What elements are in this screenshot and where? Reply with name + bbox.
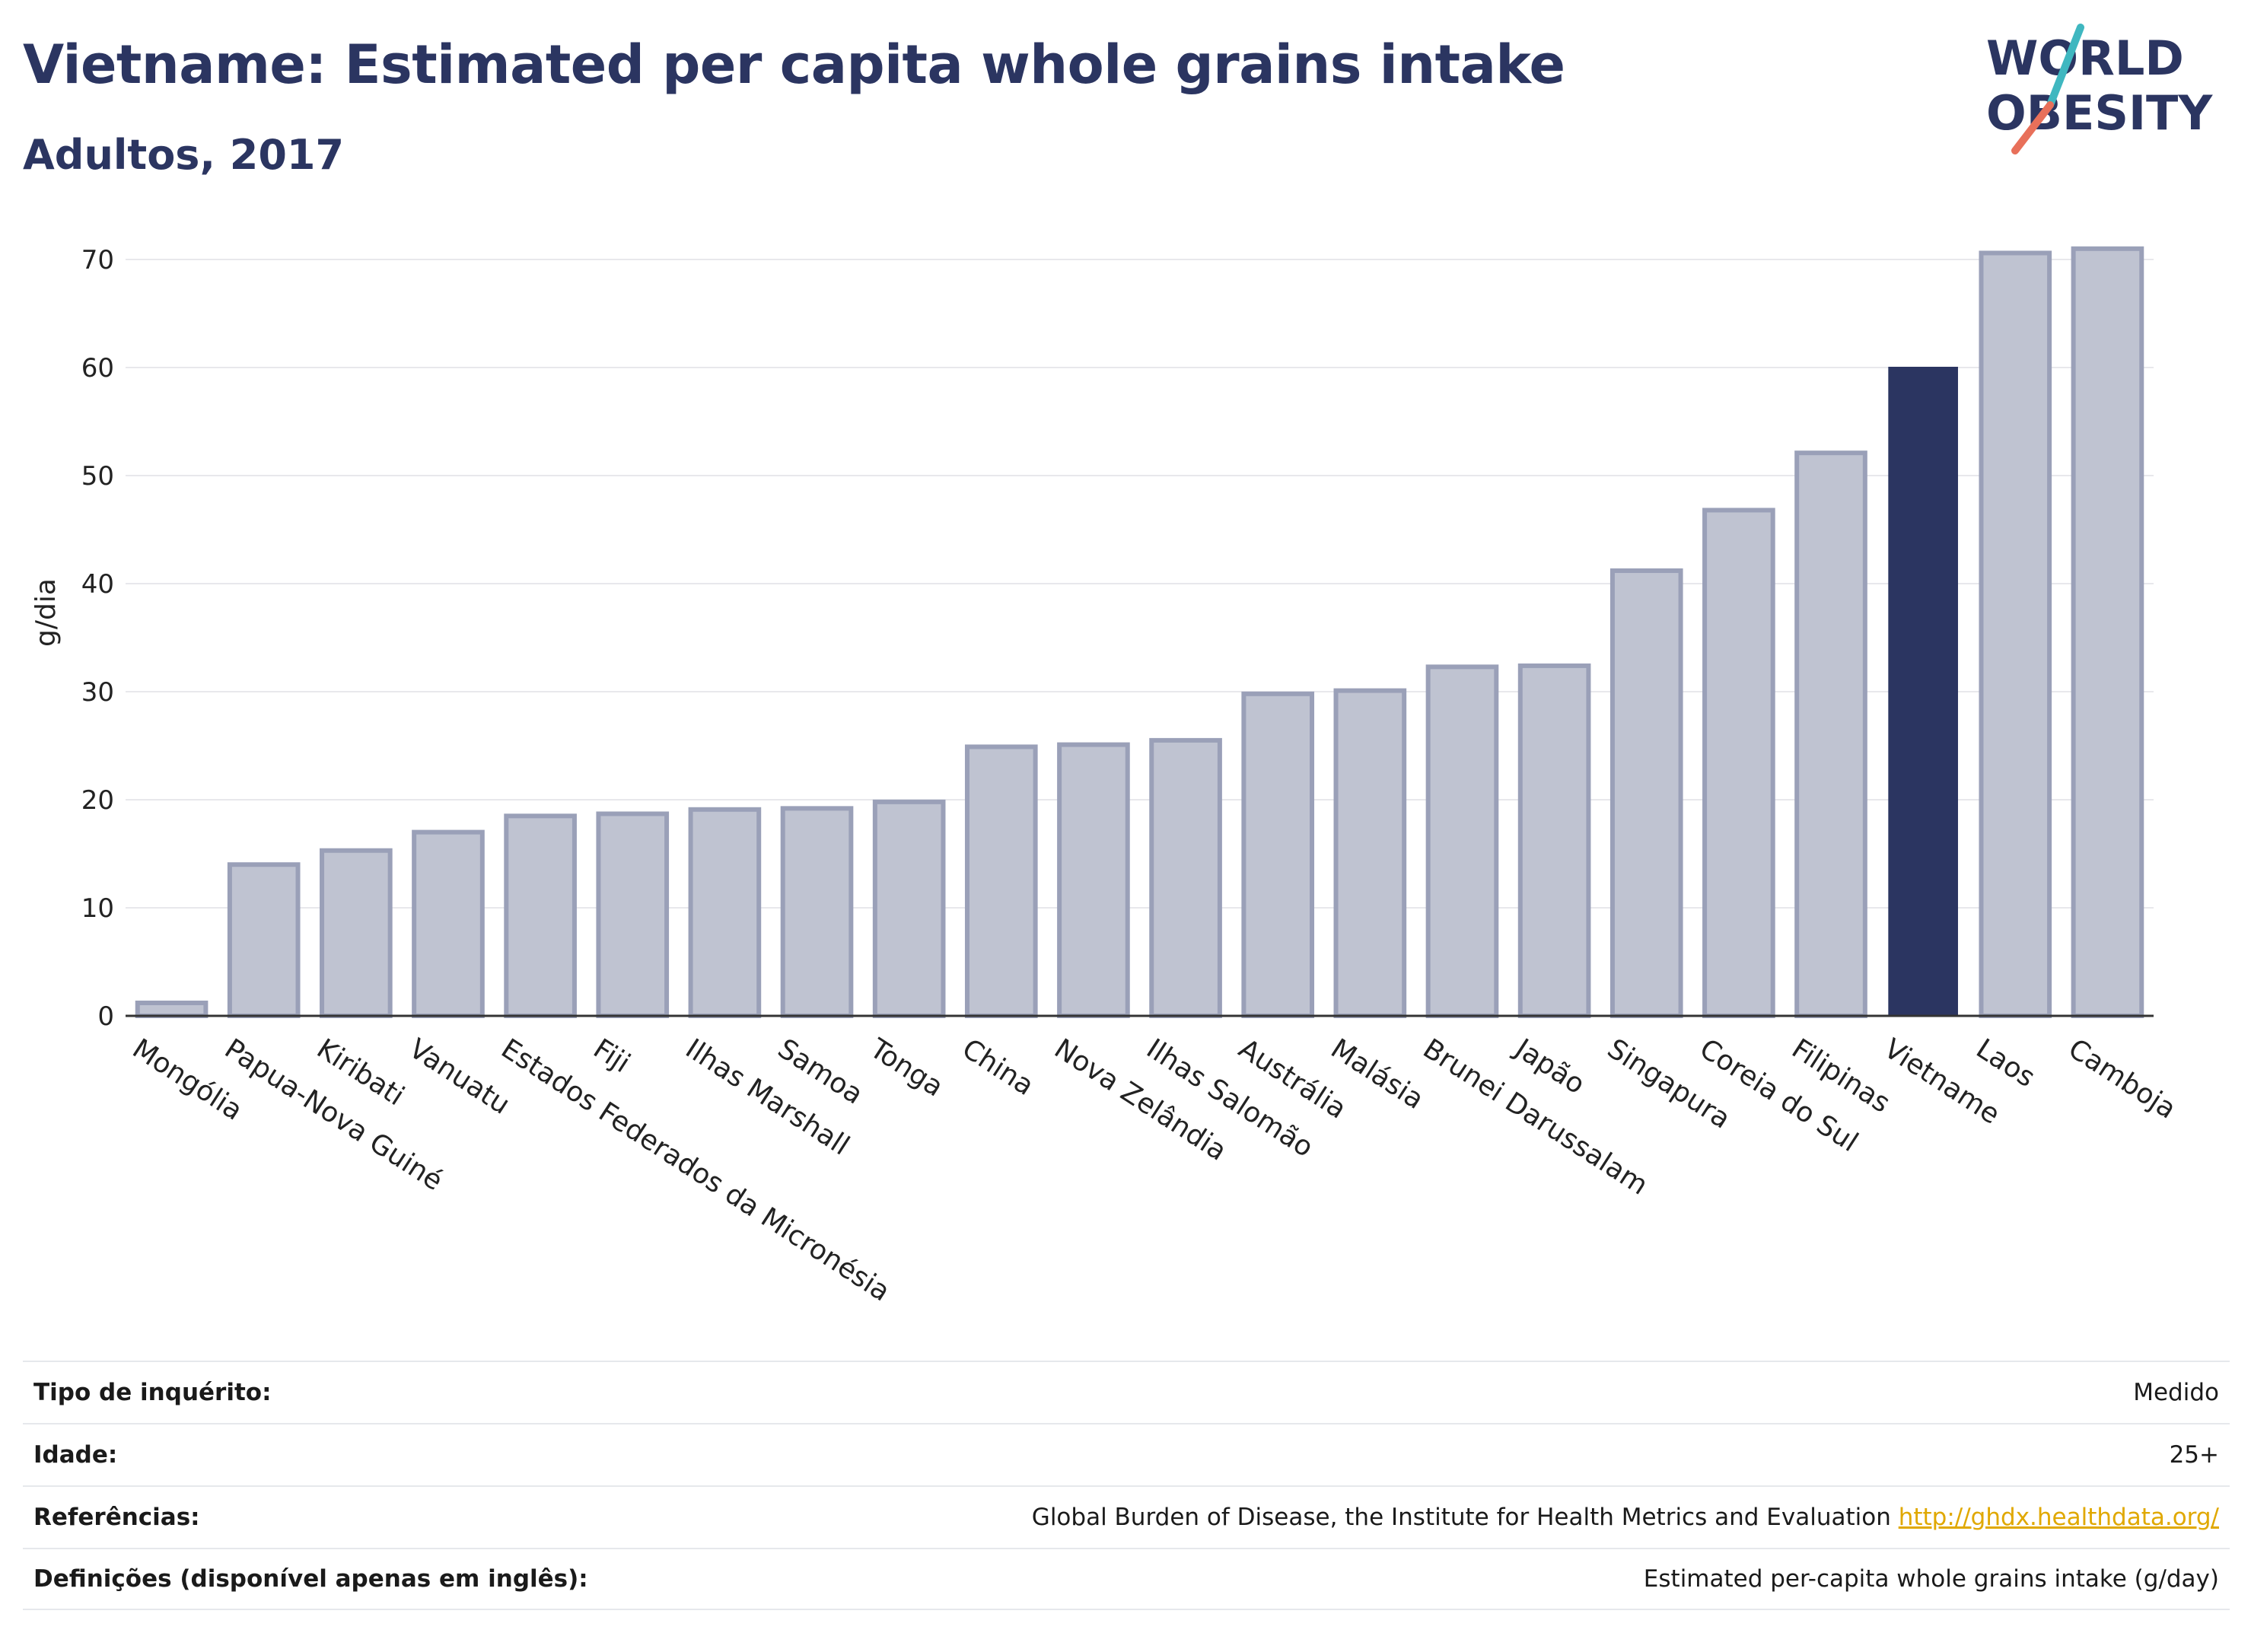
bar-1 [135, 1000, 209, 1018]
logo-slash-coral [2011, 101, 2054, 154]
axes: 0 10 20 30 40 50 60 70 g/dia [30, 245, 2154, 1032]
bar-14 [1333, 688, 1407, 1019]
metadata-table: Tipo de inquérito: Medido Idade: 25+ Ref… [23, 1361, 2230, 1610]
bars [135, 246, 2144, 1019]
x-tick-label: Vanuatu [403, 1033, 515, 1121]
bar-11 [1057, 742, 1130, 1019]
bar-12 [1149, 737, 1222, 1019]
x-tick-label: Ilhas Marshall [680, 1033, 855, 1162]
bar-22 [2071, 246, 2144, 1018]
x-tick-label: Tonga [864, 1033, 949, 1103]
meta-value-references: Global Burden of Disease, the Institute … [1032, 1504, 2219, 1531]
x-tick-label: Fiji [587, 1033, 635, 1080]
bar-7 [688, 807, 762, 1019]
y-tick-label: 60 [81, 353, 114, 384]
bar-2 [227, 862, 301, 1018]
meta-row-references: Referências: Global Burden of Disease, t… [23, 1485, 2230, 1548]
bar-6 [596, 811, 670, 1018]
reference-link[interactable]: http://ghdx.healthdata.org/ [1898, 1504, 2219, 1531]
meta-value: 25+ [2169, 1441, 2219, 1469]
bar-3 [320, 848, 393, 1018]
logo-line2: OBESITY [1986, 85, 2213, 141]
y-tick-label: 20 [81, 785, 114, 816]
bar-18 [1702, 508, 1775, 1018]
logo-slash-teal [2046, 24, 2084, 109]
meta-label: Referências: [33, 1504, 200, 1531]
x-tick-label: Camboja [2063, 1033, 2182, 1125]
reference-text: Global Burden of Disease, the Institute … [1031, 1504, 1891, 1531]
bar-10 [964, 744, 1038, 1018]
bar-chart: 0 10 20 30 40 50 60 70 g/dia MongóliaPapua-Nova … [30, 245, 2182, 1308]
bar-15 [1425, 664, 1499, 1019]
meta-label: Idade: [33, 1441, 118, 1469]
bar-17 [1609, 568, 1683, 1018]
y-tick-label: 30 [81, 677, 114, 708]
logo-line1: WORLD [1986, 30, 2184, 86]
bar-9 [872, 799, 946, 1018]
x-tick-label: China [957, 1033, 1040, 1102]
x-tick-label: Coreia do Sul [1694, 1033, 1864, 1158]
bar-5 [504, 813, 577, 1019]
bar-19 [1794, 450, 1867, 1018]
y-tick-label: 50 [81, 461, 114, 492]
meta-row-survey-type: Tipo de inquérito: Medido [23, 1361, 2230, 1423]
bar-8 [780, 806, 854, 1018]
x-tick-label: Laos [1970, 1033, 2040, 1094]
y-tick-label: 70 [81, 245, 114, 275]
bar-13 [1241, 691, 1315, 1019]
meta-label: Definições (disponível apenas em inglês)… [33, 1565, 588, 1593]
bar-4 [412, 829, 485, 1018]
bar-21 [1979, 250, 2052, 1019]
meta-value: Medido [2133, 1379, 2219, 1406]
meta-value: Estimated per-capita whole grains intake… [1643, 1565, 2219, 1593]
y-tick-label: 10 [81, 893, 114, 924]
meta-label: Tipo de inquérito: [33, 1379, 272, 1406]
y-tick-label: 0 [97, 1001, 114, 1032]
world-obesity-logo: WORLD OBESITY [1986, 24, 2213, 154]
page-subtitle: Adultos, 2017 [23, 131, 345, 179]
y-axis-label: g/dia [30, 578, 62, 647]
meta-row-definitions: Definições (disponível apenas em inglês)… [23, 1548, 2230, 1610]
y-tick-label: 40 [81, 569, 114, 600]
meta-row-age: Idade: 25+ [23, 1423, 2230, 1485]
page-title: Vietname: Estimated per capita whole gra… [23, 33, 1565, 96]
bar-20 [1888, 367, 1958, 1017]
bar-16 [1517, 663, 1591, 1018]
